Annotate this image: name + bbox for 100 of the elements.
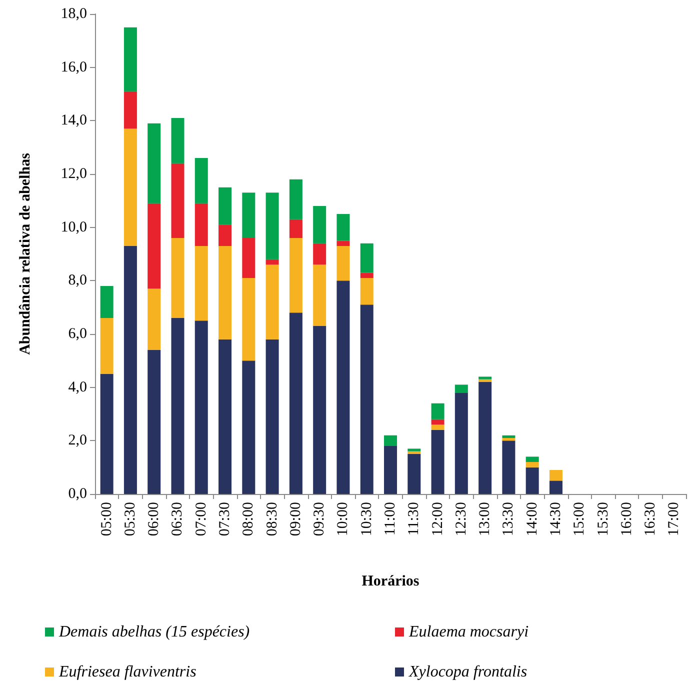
- bar: [431, 403, 444, 420]
- y-tick-label: 12,0: [60, 166, 87, 182]
- y-tick-label: 2,0: [68, 432, 87, 449]
- bar: [478, 379, 492, 382]
- bar: [313, 326, 326, 494]
- bar: [526, 462, 539, 468]
- bar: [171, 163, 184, 238]
- bar: [360, 243, 374, 273]
- x-tick-label: 10:30: [358, 502, 375, 536]
- bar: [266, 264, 279, 340]
- x-tick-label: 14:30: [548, 502, 564, 536]
- y-tick-label: 6,0: [68, 326, 87, 342]
- x-tick-label: 12:30: [453, 502, 470, 536]
- bar: [171, 118, 184, 164]
- bar: [100, 374, 114, 494]
- bar: [478, 376, 492, 380]
- x-tick-label: 06:00: [146, 502, 162, 536]
- bar: [360, 278, 374, 305]
- bar: [313, 243, 326, 265]
- bar: [289, 312, 302, 494]
- bar: [100, 286, 114, 318]
- bar: [194, 320, 208, 494]
- y-tick-label: 0,0: [68, 486, 87, 502]
- bar: [124, 128, 137, 246]
- bar: [289, 219, 302, 238]
- bar: [194, 203, 208, 246]
- bar: [100, 318, 114, 374]
- x-tick-label: 06:30: [170, 502, 186, 536]
- x-tick-label: 15:30: [595, 502, 612, 536]
- x-tick-label: 07:30: [217, 502, 234, 536]
- bar: [124, 246, 137, 494]
- bar: [454, 392, 468, 494]
- y-axis-title: Abundância relativa de abelhas: [18, 152, 34, 355]
- bar: [336, 246, 350, 281]
- x-tick-label: 14:00: [524, 502, 540, 536]
- bar: [148, 123, 161, 204]
- x-tick-label: 17:00: [666, 502, 682, 536]
- bar: [148, 350, 161, 494]
- bar: [266, 259, 279, 265]
- legend-label: Demais abelhas (15 espécies): [58, 624, 250, 640]
- bar: [408, 454, 421, 494]
- bar: [336, 240, 350, 246]
- bar: [218, 187, 232, 225]
- y-tick-label: 16,0: [60, 59, 87, 76]
- bar: [408, 448, 421, 452]
- bar: [360, 272, 374, 278]
- bar: [171, 238, 184, 318]
- bar: [454, 384, 468, 393]
- y-tick-label: 10,0: [60, 219, 87, 236]
- bar: [313, 264, 326, 326]
- bar: [478, 382, 492, 494]
- x-tick-label: 09:30: [312, 502, 328, 536]
- x-axis-title: Horários: [362, 574, 420, 590]
- bar: [384, 435, 397, 446]
- bar: [266, 192, 279, 260]
- x-tick-label: 11:00: [382, 502, 398, 536]
- x-tick-label: 16:30: [642, 502, 659, 536]
- x-tick-label: 12:00: [430, 502, 446, 536]
- bar: [218, 246, 232, 340]
- bar: [194, 246, 208, 321]
- bar: [218, 224, 232, 246]
- bar: [408, 451, 421, 454]
- bar: [171, 318, 184, 494]
- bar: [266, 339, 279, 494]
- x-tick-label: 13:30: [500, 502, 517, 536]
- bar: [526, 467, 539, 494]
- x-tick-label: 16:00: [618, 502, 635, 536]
- x-tick-label: 13:00: [477, 502, 494, 536]
- x-tick-label: 15:00: [572, 502, 588, 536]
- x-tick-label: 05:30: [122, 502, 138, 536]
- bar: [431, 430, 444, 494]
- x-tick-label: 11:30: [406, 502, 422, 536]
- y-tick-label: 14,0: [60, 112, 87, 129]
- bar: [549, 470, 562, 481]
- legend-label: Xylocopa frontalis: [408, 664, 528, 680]
- bar: [502, 435, 516, 438]
- bar: [242, 278, 256, 361]
- bar: [336, 214, 350, 241]
- legend-label: Eufriesea flaviventris: [58, 664, 196, 680]
- x-tick-label: 05:00: [98, 502, 115, 536]
- y-tick-label: 4,0: [68, 379, 87, 396]
- bar: [289, 179, 302, 220]
- bar: [384, 446, 397, 494]
- legend-label: Eulaema mocsaryi: [408, 624, 529, 640]
- y-tick-label: 8,0: [68, 272, 87, 289]
- x-tick-label: 07:00: [193, 502, 210, 536]
- bar: [124, 27, 137, 92]
- bar: [502, 438, 516, 441]
- bar: [148, 203, 161, 289]
- bar: [148, 288, 161, 350]
- x-tick-label: 10:00: [335, 502, 352, 536]
- bar: [289, 238, 302, 313]
- bar: [194, 158, 208, 204]
- bar: [124, 91, 137, 129]
- bar: [242, 360, 256, 494]
- bar: [502, 440, 516, 494]
- x-tick-label: 09:00: [288, 502, 304, 536]
- bar: [242, 238, 256, 278]
- bar: [242, 192, 256, 238]
- bar: [360, 304, 374, 494]
